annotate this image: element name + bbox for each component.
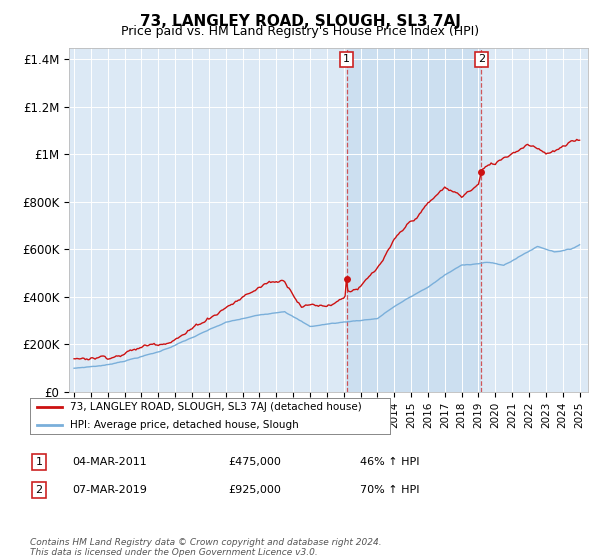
Text: £475,000: £475,000 <box>228 457 281 467</box>
Text: 1: 1 <box>35 457 43 467</box>
Text: 46% ↑ HPI: 46% ↑ HPI <box>360 457 419 467</box>
Text: 2: 2 <box>478 54 485 64</box>
Bar <box>347 48 481 392</box>
Text: 1: 1 <box>343 54 350 64</box>
Text: £925,000: £925,000 <box>228 485 281 495</box>
Text: Contains HM Land Registry data © Crown copyright and database right 2024.
This d: Contains HM Land Registry data © Crown c… <box>30 538 382 557</box>
Text: 04-MAR-2011: 04-MAR-2011 <box>72 457 147 467</box>
Text: 73, LANGLEY ROAD, SLOUGH, SL3 7AJ (detached house): 73, LANGLEY ROAD, SLOUGH, SL3 7AJ (detac… <box>70 402 361 412</box>
Text: HPI: Average price, detached house, Slough: HPI: Average price, detached house, Slou… <box>70 420 298 430</box>
Text: 2: 2 <box>35 485 43 495</box>
Text: 07-MAR-2019: 07-MAR-2019 <box>72 485 147 495</box>
Text: Price paid vs. HM Land Registry's House Price Index (HPI): Price paid vs. HM Land Registry's House … <box>121 25 479 38</box>
Text: 70% ↑ HPI: 70% ↑ HPI <box>360 485 419 495</box>
Text: 73, LANGLEY ROAD, SLOUGH, SL3 7AJ: 73, LANGLEY ROAD, SLOUGH, SL3 7AJ <box>140 14 460 29</box>
